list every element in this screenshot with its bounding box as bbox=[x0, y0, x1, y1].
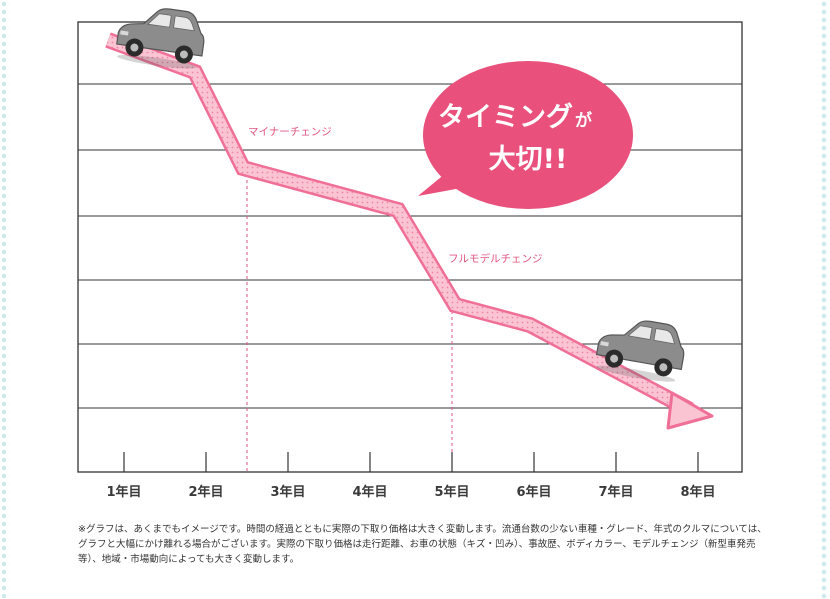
callout-line1: タイミングが bbox=[438, 101, 592, 133]
x-tick-label: 5年目 bbox=[434, 484, 469, 500]
left-edge-decoration bbox=[0, 0, 10, 599]
x-tick-label: 7年目 bbox=[598, 484, 633, 500]
annotation-label: フルモデルチェンジ bbox=[448, 252, 543, 265]
x-tick-label: 3年目 bbox=[270, 484, 305, 500]
x-tick-label: 2年目 bbox=[188, 484, 223, 500]
footnote: ※グラフは、あくまでもイメージです。時間の経過とともに実際の下取り価格は大きく変… bbox=[78, 524, 767, 565]
price-decline-chart: 1年目 2年目 3年目 4年目 5年目 6年目 7年目 8年目 マイナーチェンジフルモデルチェ… bbox=[77, 1, 743, 500]
plot-area-frame bbox=[77, 21, 743, 473]
series-line-dots bbox=[106, 34, 693, 415]
x-tick-label: 8年目 bbox=[680, 484, 715, 500]
callout-bubble-tail bbox=[418, 168, 472, 196]
x-tick-label: 1年目 bbox=[106, 484, 141, 500]
callout-bubble: タイミングが 大切!! bbox=[418, 61, 633, 209]
callout-bubble-shape bbox=[423, 61, 633, 209]
annotation-label: マイナーチェンジ bbox=[248, 126, 332, 138]
callout-line2: 大切!! bbox=[489, 144, 568, 175]
right-edge-decoration bbox=[820, 0, 830, 599]
series-arrowhead bbox=[666, 391, 714, 430]
x-tick-label: 4年目 bbox=[352, 484, 387, 500]
x-tick-label: 6年目 bbox=[516, 484, 551, 500]
car-icon bbox=[113, 1, 209, 73]
